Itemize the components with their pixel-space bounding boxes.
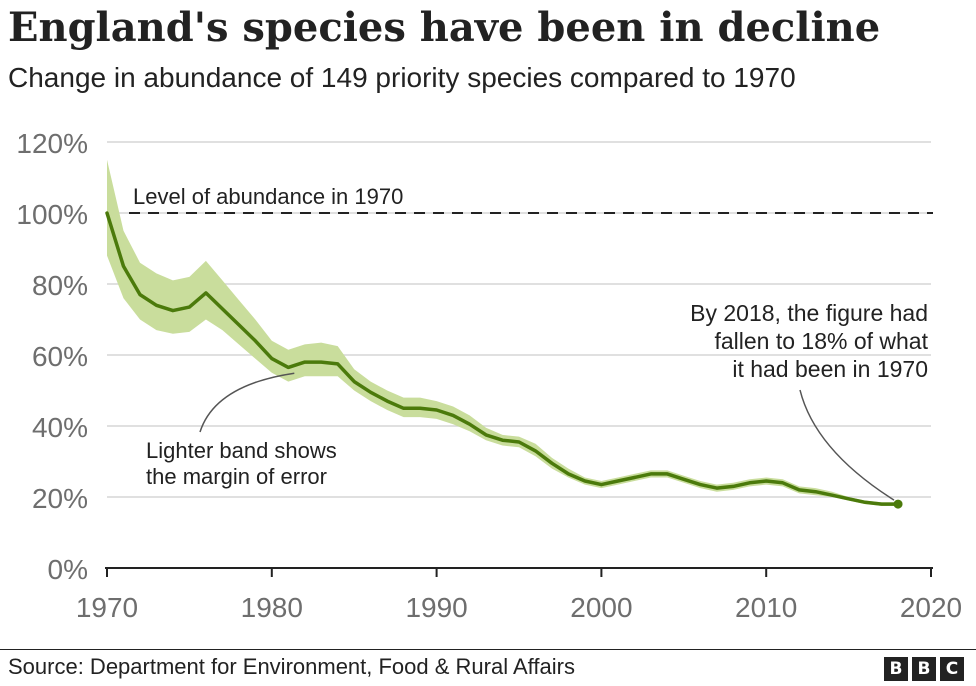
x-tick-label: 1970 xyxy=(76,592,138,623)
reference-line-label: Level of abundance in 1970 xyxy=(133,184,403,209)
x-tick-label: 1980 xyxy=(241,592,303,623)
chart-title: England's species have been in decline xyxy=(8,4,881,51)
bbc-logo-letter: B xyxy=(912,657,936,681)
error-band-group xyxy=(107,159,898,506)
tick-labels: 0% 20% 40% 60% 80% 100% 120% 1970 1980 1990 2000 20… xyxy=(16,128,962,623)
axes xyxy=(105,567,933,577)
annotation-text-2018: it had been in 1970 xyxy=(732,356,928,382)
series-line-group xyxy=(105,211,903,509)
annotation-leader-line xyxy=(799,389,895,501)
y-tick-label: 60% xyxy=(32,341,88,372)
annotation-leader-line xyxy=(199,372,295,433)
annotation-text-margin: Lighter band shows xyxy=(146,438,337,463)
y-tick-label: 120% xyxy=(16,128,88,159)
bbc-logo-letter: C xyxy=(940,657,964,681)
series-line xyxy=(105,211,900,506)
end-point-marker xyxy=(893,499,903,509)
x-tick-label: 2010 xyxy=(735,592,797,623)
x-tick-label: 2000 xyxy=(570,592,632,623)
line-chart: Level of abundance in 1970 0% 20% 40% 60% 80… xyxy=(16,128,962,623)
y-tick-label: 100% xyxy=(16,199,88,230)
y-tick-label: 40% xyxy=(32,412,88,443)
bbc-logo-letter: B xyxy=(884,657,908,681)
bbc-logo: B B C xyxy=(884,657,964,681)
chart-subtitle: Change in abundance of 149 priority spec… xyxy=(8,62,796,93)
y-tick-label: 0% xyxy=(48,554,88,585)
x-tick-label: 2020 xyxy=(900,592,962,623)
x-tick-label: 1990 xyxy=(405,592,467,623)
error-band xyxy=(107,159,898,506)
annotation-text-margin: the margin of error xyxy=(146,464,327,489)
source-note: Source: Department for Environment, Food… xyxy=(8,654,575,679)
annotation-text-2018: By 2018, the figure had xyxy=(690,300,928,326)
y-tick-label: 80% xyxy=(32,270,88,301)
annotation-text-2018: fallen to 18% of what xyxy=(714,328,928,354)
y-tick-label: 20% xyxy=(32,483,88,514)
reference-line-group: Level of abundance in 1970 xyxy=(129,184,933,214)
footer-divider xyxy=(0,649,976,650)
